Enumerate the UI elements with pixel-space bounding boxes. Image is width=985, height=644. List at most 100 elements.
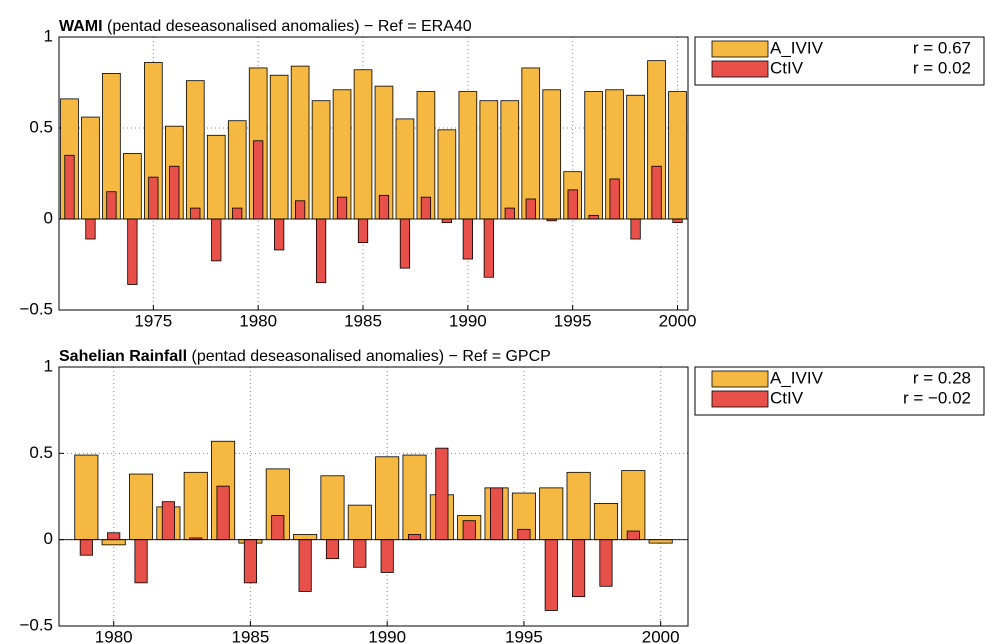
bar (161, 501, 175, 541)
bar (190, 207, 201, 220)
bar (626, 530, 640, 541)
bar (651, 165, 662, 220)
bar (271, 515, 285, 541)
bar (107, 532, 121, 541)
bar (243, 539, 257, 584)
legend-swatch (711, 370, 769, 388)
bar (353, 539, 367, 568)
bar (588, 214, 599, 220)
bar (407, 534, 422, 541)
x-tick-label: 1995 (554, 311, 592, 330)
bar (599, 539, 613, 587)
y-tick-label: 0 (44, 208, 53, 227)
bar (395, 118, 415, 220)
bar (185, 80, 205, 220)
legend-note: r = −0.02 (903, 388, 971, 407)
bar (227, 120, 247, 220)
legend-label: A_IVIV (770, 368, 824, 387)
legend-swatch (711, 40, 769, 58)
bar (420, 196, 432, 220)
x-tick-label: 1985 (232, 627, 270, 644)
bar (567, 189, 578, 220)
bar (621, 470, 646, 541)
bar (539, 487, 564, 541)
axes-frame (58, 366, 689, 627)
y-tick-label: −0.5 (19, 615, 53, 634)
bar (357, 218, 369, 244)
bar (380, 539, 394, 573)
bar (572, 539, 586, 598)
bar (648, 539, 673, 544)
legend-label: CtIV (770, 388, 804, 407)
bar (298, 539, 312, 592)
bar (399, 218, 411, 269)
axes-frame (58, 36, 689, 311)
bar (311, 100, 331, 220)
chart-title: Sahelian Rainfall (pentad deseasonalised… (59, 348, 551, 365)
bar (106, 191, 117, 220)
bar (458, 91, 478, 220)
bar (290, 65, 310, 220)
bar (542, 89, 562, 220)
bar (293, 534, 318, 541)
bar (134, 539, 148, 584)
bar (402, 454, 427, 541)
bar (325, 539, 340, 560)
bar (437, 129, 457, 220)
title-bold: WAMI (59, 18, 103, 35)
bar (64, 154, 75, 220)
bar (183, 471, 208, 541)
legend-note: r = 0.02 (913, 58, 971, 77)
x-tick-label: 1975 (134, 311, 172, 330)
plot-area (59, 37, 688, 310)
bar (462, 218, 473, 260)
x-tick-label: 2000 (642, 627, 680, 644)
bar (79, 539, 93, 556)
y-tick-label: 0.5 (29, 117, 53, 136)
y-tick-label: 1 (44, 26, 53, 45)
title-rest: (pentad deseasonalised anomalies) − Ref … (107, 18, 472, 35)
bar (81, 116, 100, 220)
bar (500, 100, 520, 220)
legend-label: A_IVIV (770, 38, 824, 57)
bar (123, 153, 142, 220)
bar (630, 218, 641, 240)
plot-area (59, 367, 688, 626)
legend-note: r = 0.67 (913, 38, 971, 57)
bar (211, 218, 222, 262)
bar (609, 178, 620, 220)
bar (479, 100, 499, 220)
bar (490, 487, 504, 541)
subplot: WAMI (pentad deseasonalised anomalies) −… (19, 18, 696, 330)
bar (347, 504, 372, 541)
legend-swatch (711, 390, 769, 408)
bar (593, 503, 618, 541)
bar (232, 207, 243, 220)
legend-swatch (711, 60, 769, 78)
bar (216, 485, 230, 541)
y-tick-label: 0.5 (29, 443, 53, 462)
bar (626, 94, 645, 220)
bar (269, 74, 289, 220)
x-tick-label: 2000 (659, 311, 697, 330)
bar (566, 471, 591, 541)
y-tick-label: −0.5 (19, 299, 53, 318)
bar (315, 218, 327, 284)
legend: A_IVIV r = 0.67 CtIV r = 0.02 (694, 36, 985, 86)
bar (101, 539, 126, 546)
bar (129, 473, 154, 541)
bar (462, 520, 476, 541)
legend: A_IVIV r = 0.28 CtIV r = −0.02 (694, 366, 985, 416)
bar (504, 207, 515, 220)
bar (521, 67, 541, 220)
title-bold: Sahelian Rainfall (59, 348, 187, 365)
bar (483, 218, 494, 278)
bar (320, 475, 345, 541)
x-tick-label: 1990 (368, 627, 406, 644)
bar (435, 447, 449, 541)
bar (74, 454, 99, 541)
bar (127, 218, 138, 285)
bar (378, 194, 390, 220)
bar (353, 69, 373, 220)
